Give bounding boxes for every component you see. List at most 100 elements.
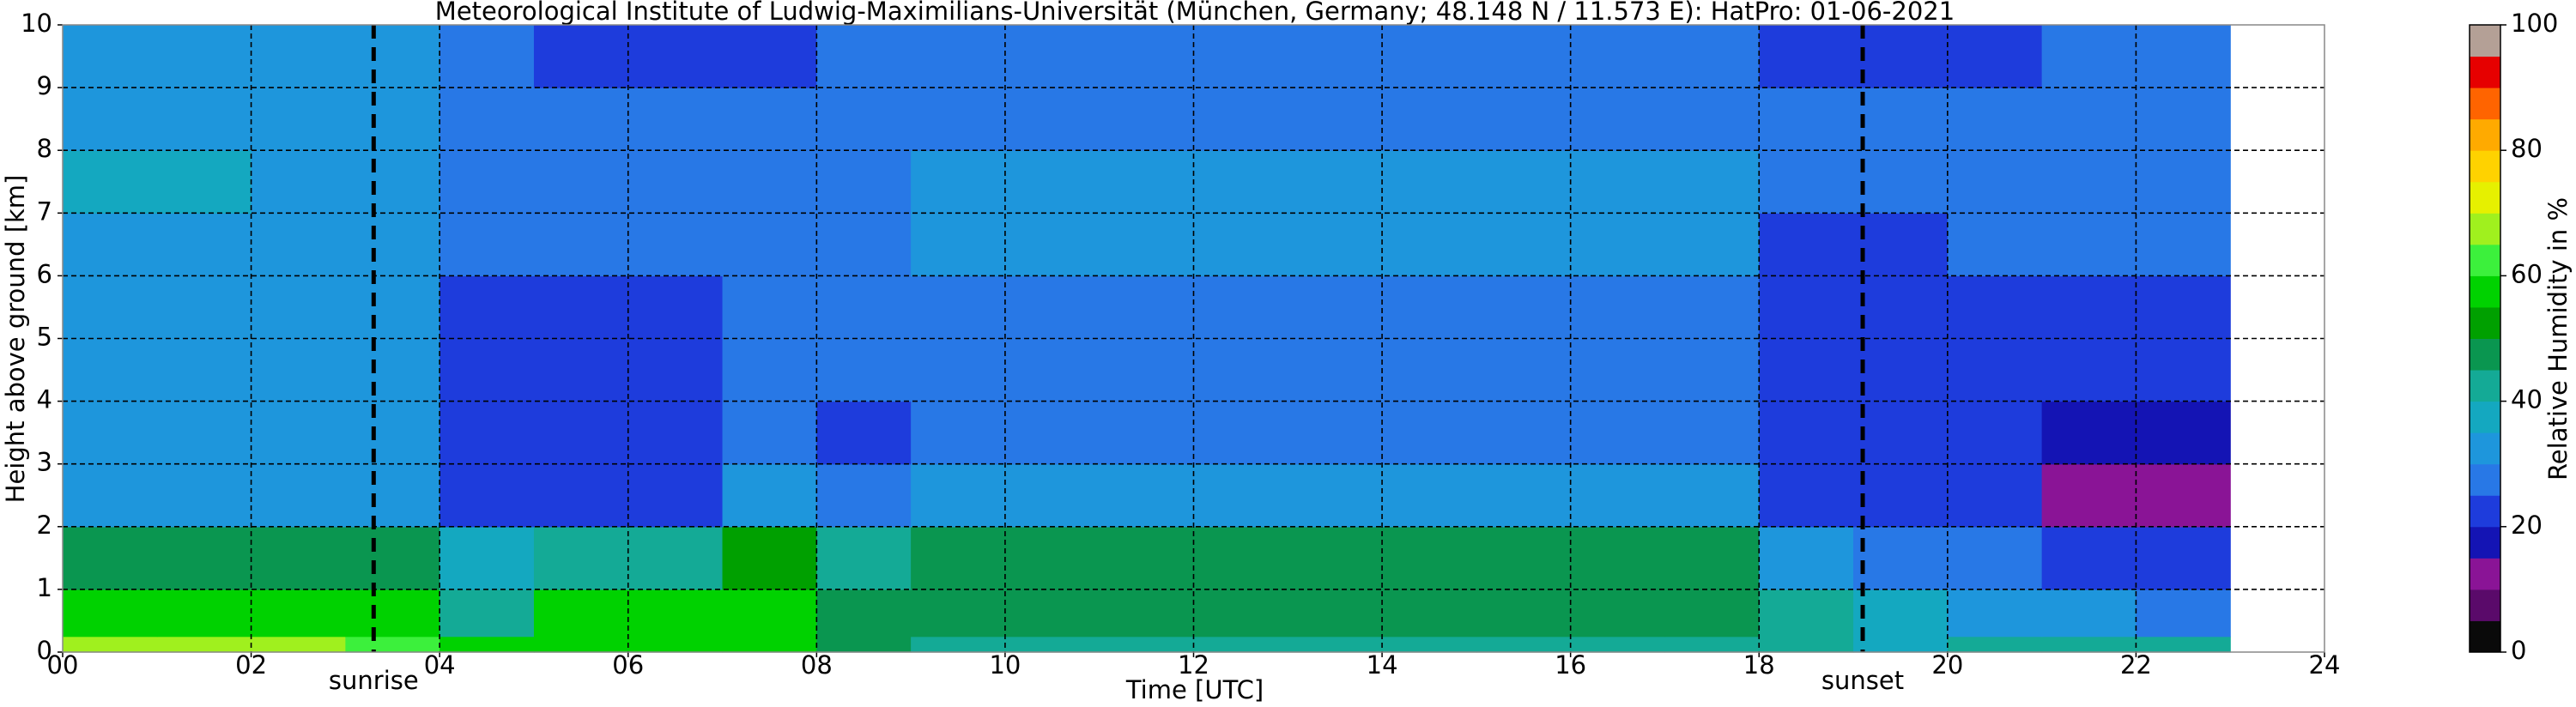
heatmap-cell: [439, 636, 535, 653]
heatmap-cell: [2136, 589, 2231, 638]
heatmap-cell: [1664, 526, 1760, 590]
heatmap-cell: [1759, 636, 1854, 653]
heatmap-cell: [627, 25, 724, 88]
heatmap-cell: [533, 636, 629, 653]
heatmap-cell: [1759, 88, 1854, 151]
heatmap-cell: [1099, 401, 1195, 465]
heatmap-cell: [533, 25, 629, 88]
heatmap-cell: [2041, 213, 2137, 276]
heatmap-cell: [1570, 213, 1666, 276]
heatmap-cell: [1193, 636, 1288, 653]
colorbar-segment: [2470, 88, 2500, 120]
heatmap-cell: [911, 150, 1006, 214]
heatmap-cell: [1193, 88, 1288, 151]
heatmap-cell: [2041, 25, 2137, 88]
heatmap-cell: [156, 463, 252, 528]
heatmap-cell: [251, 88, 346, 151]
heatmap-cell: [1476, 636, 1572, 653]
colorbar-segment: [2470, 118, 2500, 151]
heatmap-cell: [156, 275, 252, 340]
heatmap-cell: [1853, 213, 1949, 276]
heatmap-cell: [63, 275, 158, 340]
heatmap-cell: [1570, 636, 1666, 653]
heatmap-cell: [911, 338, 1006, 402]
heatmap-cell: [1288, 589, 1383, 638]
heatmap-cell: [1853, 463, 1949, 528]
colorbar-segment: [2470, 306, 2500, 339]
heatmap-cell: [1853, 589, 1949, 638]
heatmap-cell: [627, 275, 724, 340]
heatmap-cell: [63, 636, 158, 653]
heatmap-cell: [1759, 150, 1854, 214]
heatmap-cell: [2136, 150, 2231, 214]
heatmap-cell: [911, 636, 1006, 653]
colorbar-segment: [2470, 463, 2500, 496]
heatmap-cell: [1382, 526, 1477, 590]
heatmap-cell: [156, 589, 252, 638]
heatmap-cell: [1382, 636, 1477, 653]
colorbar-segment: [2470, 401, 2500, 433]
heatmap-cell: [2041, 88, 2137, 151]
heatmap-cell: [1664, 88, 1760, 151]
colorbar-tick-label: 80: [2511, 134, 2543, 163]
heatmap-cell: [345, 213, 440, 276]
heatmap-cell: [156, 526, 252, 590]
heatmap-cell: [1853, 636, 1949, 653]
colorbar-segment: [2470, 526, 2500, 559]
heatmap-cell: [1193, 275, 1288, 340]
heatmap-cell: [1004, 463, 1100, 528]
heatmap-cell: [816, 150, 912, 214]
heatmap-cell: [1664, 150, 1760, 214]
heatmap-cell: [1382, 338, 1477, 402]
colorbar-tick-label: 0: [2511, 636, 2526, 665]
heatmap-cell: [439, 526, 535, 590]
heatmap-cell: [1759, 338, 1854, 402]
heatmap-cell: [1476, 338, 1572, 402]
heatmap-cell: [63, 213, 158, 276]
heatmap-cell: [1193, 150, 1288, 214]
heatmap-cell: [156, 401, 252, 465]
heatmap-cell: [1759, 401, 1854, 465]
heatmap-cell: [1476, 150, 1572, 214]
colorbar-tick-label: 40: [2511, 385, 2543, 414]
colorbar-segment: [2470, 620, 2500, 653]
heatmap-cell: [1288, 636, 1383, 653]
y-tick-label: 3: [37, 448, 52, 477]
heatmap-cell: [627, 636, 724, 653]
heatmap-cell: [722, 275, 817, 340]
heatmap-cell: [2136, 401, 2231, 465]
heatmap-cell: [1004, 636, 1100, 653]
heatmap-cell: [1664, 213, 1760, 276]
heatmap-cell: [1382, 589, 1477, 638]
heatmap-cell: [251, 636, 346, 653]
heatmap-cell: [1759, 526, 1854, 590]
heatmap-cell: [1004, 526, 1100, 590]
heatmap-cell: [533, 213, 629, 276]
heatmap-cell: [722, 636, 817, 653]
heatmap-cell: [1382, 275, 1477, 340]
heatmap-cell: [911, 463, 1006, 528]
y-tick-label: 7: [37, 196, 52, 226]
heatmap-cell: [911, 25, 1006, 88]
heatmap-cell: [722, 526, 817, 590]
heatmap-cell: [63, 88, 158, 151]
heatmap-cell: [1288, 526, 1383, 590]
heatmap-cell: [1759, 463, 1854, 528]
heatmap-cell: [1570, 275, 1666, 340]
heatmap-cell: [1570, 526, 1666, 590]
heatmap-cell: [911, 526, 1006, 590]
heatmap-cell: [1004, 213, 1100, 276]
heatmap-cell: [722, 213, 817, 276]
heatmap-cell: [1664, 589, 1760, 638]
y-tick-label: 9: [37, 71, 52, 100]
heatmap-cell: [2136, 526, 2231, 590]
heatmap-cell: [627, 589, 724, 638]
heatmap-cell: [251, 275, 346, 340]
heatmap-cell: [911, 589, 1006, 638]
heatmap-cell: [1004, 401, 1100, 465]
heatmap-cell: [1664, 636, 1760, 653]
heatmap-cell: [1099, 463, 1195, 528]
heatmap-cell: [1476, 213, 1572, 276]
heatmap-cell: [533, 338, 629, 402]
